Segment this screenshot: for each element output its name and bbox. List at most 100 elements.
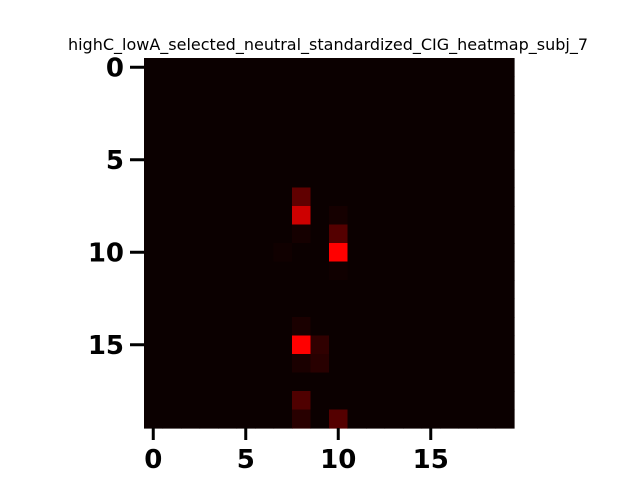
heatmap-cell	[366, 95, 386, 115]
heatmap-cell	[181, 187, 201, 207]
heatmap-cell	[366, 335, 386, 355]
heatmap-cell	[384, 372, 404, 392]
heatmap-cell	[236, 206, 256, 226]
heatmap-cell	[329, 261, 349, 281]
heatmap-cell	[384, 298, 404, 318]
heatmap-cell	[329, 224, 349, 244]
heatmap-cell	[218, 150, 238, 170]
heatmap-cell	[236, 317, 256, 337]
heatmap-cell	[421, 58, 441, 78]
heatmap-cell	[421, 76, 441, 96]
heatmap-cell	[495, 187, 515, 207]
heatmap-cell	[144, 261, 164, 281]
heatmap-cell	[199, 76, 219, 96]
heatmap-cell	[144, 206, 164, 226]
heatmap-cell	[162, 335, 182, 355]
heatmap-cell	[236, 354, 256, 374]
heatmap-cell	[329, 391, 349, 411]
heatmap-cell	[236, 187, 256, 207]
heatmap-cell	[440, 261, 460, 281]
heatmap-cell	[477, 335, 497, 355]
heatmap-cell	[292, 317, 312, 337]
heatmap-cell	[366, 76, 386, 96]
heatmap-cell	[458, 243, 478, 263]
heatmap-cell	[495, 132, 515, 152]
heatmap-cell	[310, 113, 330, 133]
heatmap-cell	[310, 243, 330, 263]
heatmap-cell	[347, 58, 367, 78]
heatmap-cell	[181, 76, 201, 96]
heatmap-cell	[477, 391, 497, 411]
heatmap-cell	[384, 409, 404, 429]
heatmap-cell	[495, 113, 515, 133]
heatmap-cell	[384, 243, 404, 263]
heatmap-cell	[366, 206, 386, 226]
heatmap-cell	[255, 317, 275, 337]
heatmap-cell	[310, 206, 330, 226]
heatmap-cell	[421, 261, 441, 281]
heatmap-cell	[292, 261, 312, 281]
heatmap-cell	[458, 58, 478, 78]
heatmap-cell	[440, 76, 460, 96]
heatmap-cell	[292, 95, 312, 115]
heatmap-cell	[199, 391, 219, 411]
heatmap-cell	[403, 150, 423, 170]
heatmap-cell	[218, 391, 238, 411]
y-tick-label: 15	[88, 331, 124, 361]
heatmap-cell	[384, 224, 404, 244]
heatmap-cell	[384, 317, 404, 337]
heatmap-cell	[366, 187, 386, 207]
heatmap-cell	[292, 243, 312, 263]
heatmap-cell	[384, 187, 404, 207]
heatmap-cell	[458, 354, 478, 374]
heatmap-cell	[477, 224, 497, 244]
heatmap-cell	[440, 317, 460, 337]
heatmap-cell	[199, 298, 219, 318]
heatmap-cell	[421, 409, 441, 429]
heatmap-cell	[384, 150, 404, 170]
heatmap-cell	[162, 317, 182, 337]
heatmap-cell	[477, 169, 497, 189]
heatmap-cell	[366, 243, 386, 263]
heatmap-cell	[218, 169, 238, 189]
heatmap-cell	[495, 409, 515, 429]
heatmap-cell	[477, 372, 497, 392]
heatmap-cell	[403, 169, 423, 189]
x-tick-label: 15	[413, 445, 449, 475]
heatmap-cell	[477, 261, 497, 281]
heatmap-cell	[384, 280, 404, 300]
heatmap-cell	[421, 280, 441, 300]
heatmap-cell	[218, 372, 238, 392]
heatmap-cell	[144, 113, 164, 133]
heatmap-cell	[199, 280, 219, 300]
heatmap-cell	[162, 391, 182, 411]
heatmap-cell	[440, 206, 460, 226]
heatmap-cell	[403, 335, 423, 355]
heatmap-cell	[218, 113, 238, 133]
heatmap-cell	[477, 409, 497, 429]
heatmap-cell	[347, 317, 367, 337]
heatmap-cell	[347, 243, 367, 263]
heatmap-cell	[199, 206, 219, 226]
heatmap-cell	[236, 261, 256, 281]
heatmap-cell	[384, 58, 404, 78]
heatmap-cell	[273, 298, 293, 318]
heatmap-cell	[273, 150, 293, 170]
heatmap-cell	[236, 409, 256, 429]
heatmap-cell	[329, 206, 349, 226]
heatmap-cell	[310, 391, 330, 411]
heatmap-cell	[144, 224, 164, 244]
heatmap-cell	[384, 132, 404, 152]
heatmap-cell	[477, 76, 497, 96]
heatmap-cell	[292, 76, 312, 96]
heatmap-cell	[329, 409, 349, 429]
heatmap-cell	[329, 335, 349, 355]
heatmap-cell	[181, 132, 201, 152]
heatmap-cell	[236, 169, 256, 189]
heatmap-cell	[495, 261, 515, 281]
heatmap-cell	[199, 261, 219, 281]
heatmap-cell	[458, 391, 478, 411]
heatmap-cell	[310, 372, 330, 392]
heatmap-cell	[181, 409, 201, 429]
heatmap-cell	[255, 132, 275, 152]
